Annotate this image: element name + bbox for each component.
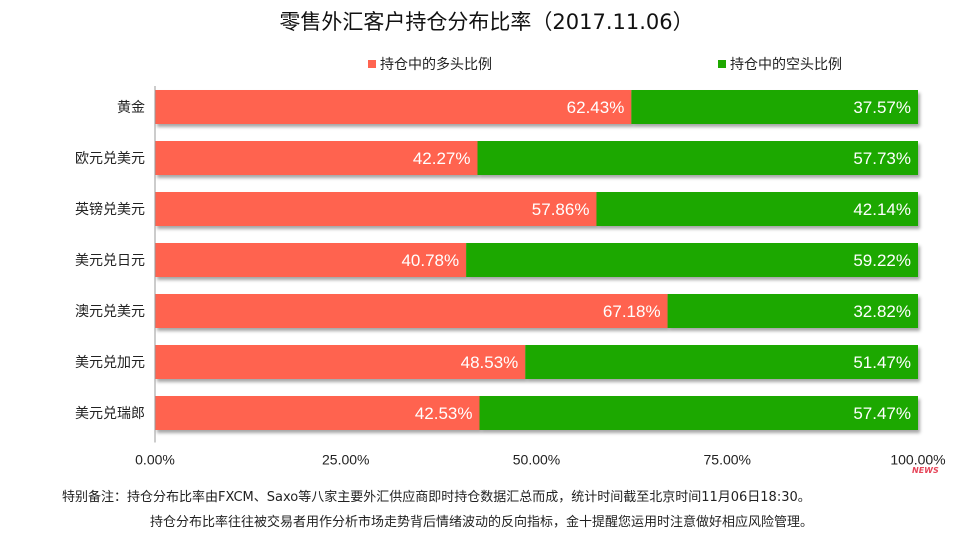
category-label: 美元兑瑞郎 bbox=[75, 406, 145, 422]
legend-item-long: 持仓中的多头比例 bbox=[368, 54, 492, 74]
bar-short bbox=[466, 243, 918, 277]
bar-short bbox=[631, 90, 918, 124]
bar-long bbox=[155, 294, 668, 328]
category-label: 黄金 bbox=[117, 99, 145, 116]
data-label-short: 57.47% bbox=[853, 404, 911, 423]
bar-long bbox=[155, 192, 597, 226]
legend-swatch-short bbox=[718, 60, 726, 68]
data-label-short: 57.73% bbox=[853, 149, 911, 168]
x-tick-label: 75.00% bbox=[704, 452, 751, 468]
category-label: 美元兑日元 bbox=[75, 253, 145, 269]
data-label-long: 62.43% bbox=[567, 98, 625, 117]
legend-swatch-long bbox=[368, 60, 376, 68]
note-line-1: 特别备注：持仓分布比率由FXCM、Saxo等八家主要外汇供应商即时持仓数据汇总而… bbox=[62, 490, 811, 505]
bar-long bbox=[155, 345, 526, 379]
data-label-long: 67.18% bbox=[603, 302, 661, 321]
data-label-short: 42.14% bbox=[853, 200, 911, 219]
data-label-long: 42.27% bbox=[413, 149, 471, 168]
data-label-long: 48.53% bbox=[461, 353, 519, 372]
category-label: 美元兑加元 bbox=[75, 355, 145, 371]
x-tick-label: 100.00% bbox=[890, 452, 945, 468]
data-label-long: 42.53% bbox=[415, 404, 473, 423]
note-line-2: 持仓分布比率往往被交易者用作分析市场走势背后情绪波动的反向指标，金十提醒您运用时… bbox=[150, 515, 814, 530]
data-label-long: 57.86% bbox=[532, 200, 590, 219]
data-label-long: 40.78% bbox=[401, 251, 459, 270]
data-label-short: 37.57% bbox=[853, 98, 911, 117]
bar-short bbox=[477, 141, 918, 175]
bar-long bbox=[155, 396, 480, 430]
category-label: 欧元兑美元 bbox=[75, 151, 145, 167]
news-watermark: NEWS bbox=[912, 466, 939, 475]
x-tick-label: 50.00% bbox=[513, 452, 560, 468]
bar-short bbox=[596, 192, 918, 226]
data-label-short: 59.22% bbox=[853, 251, 911, 270]
data-label-short: 51.47% bbox=[853, 353, 911, 372]
bar-short bbox=[525, 345, 918, 379]
legend-label-long: 持仓中的多头比例 bbox=[380, 57, 492, 73]
data-label-short: 32.82% bbox=[853, 302, 911, 321]
bar-long bbox=[155, 141, 478, 175]
x-tick-label: 25.00% bbox=[322, 452, 369, 468]
bar-long bbox=[155, 243, 467, 277]
legend-label-short: 持仓中的空头比例 bbox=[730, 57, 842, 73]
bar-long bbox=[155, 90, 632, 124]
legend-item-short: 持仓中的空头比例 bbox=[718, 54, 842, 74]
stacked-bar-chart: 62.43% 37.57% 黄金 42.27% 57.73% 欧元兑美元 57.86% 42.… bbox=[75, 86, 946, 468]
chart-title: 零售外汇客户持仓分布比率（2017.11.06） bbox=[279, 10, 694, 34]
x-tick-label: 0.00% bbox=[135, 452, 175, 468]
bar-short bbox=[479, 396, 918, 430]
bar-short bbox=[667, 294, 918, 328]
category-label: 澳元兑美元 bbox=[75, 304, 145, 320]
category-label: 英镑兑美元 bbox=[75, 201, 145, 218]
